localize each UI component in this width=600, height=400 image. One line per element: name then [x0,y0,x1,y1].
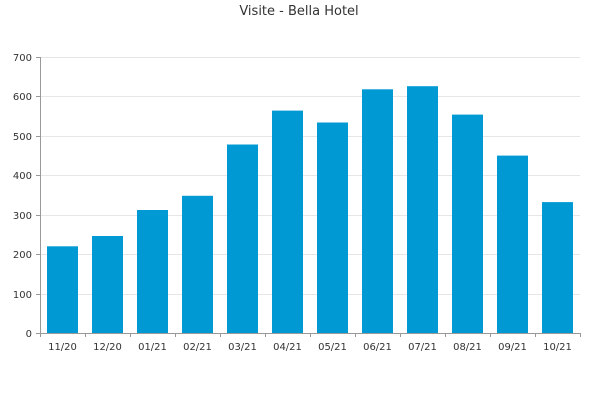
axes [36,57,581,337]
y-tick-label: 0 [26,329,32,340]
bar [92,236,123,333]
bar [317,122,348,333]
y-tick-label: 700 [13,53,32,64]
bar [137,210,168,333]
bars [47,86,573,333]
y-tick-label: 400 [13,171,32,182]
y-tick-label: 100 [13,290,32,301]
bar [272,110,303,333]
x-tick-label: 05/21 [318,342,347,353]
bar [542,202,573,333]
x-tick-label: 01/21 [138,342,167,353]
y-tick-label: 200 [13,250,32,261]
y-tick-labels: 0 100 200 300 400 500 600 700 [13,53,32,340]
x-tick-label: 03/21 [228,342,257,353]
x-tick-label: 11/20 [48,342,77,353]
x-tick-label: 12/20 [93,342,122,353]
y-tick-label: 500 [13,132,32,143]
bar [182,195,213,333]
bar [362,89,393,333]
x-tick-labels: 11/20 12/20 01/21 02/21 03/21 04/21 05/21 06/21… [48,342,572,353]
x-tick-label: 10/21 [543,342,572,353]
bar [407,86,438,333]
chart-title: Visite - Bella Hotel [239,4,358,19]
x-tick-label: 02/21 [183,342,212,353]
bar [452,114,483,333]
y-tick-label: 300 [13,211,32,222]
x-tick-label: 06/21 [363,342,392,353]
x-tick-label: 08/21 [453,342,482,353]
bar [227,144,258,333]
x-tick-label: 09/21 [498,342,527,353]
bar [497,155,528,333]
bar [47,246,78,333]
gridlines [40,57,580,295]
y-tick-label: 600 [13,92,32,103]
x-tick-label: 07/21 [408,342,437,353]
x-tick-label: 04/21 [273,342,302,353]
